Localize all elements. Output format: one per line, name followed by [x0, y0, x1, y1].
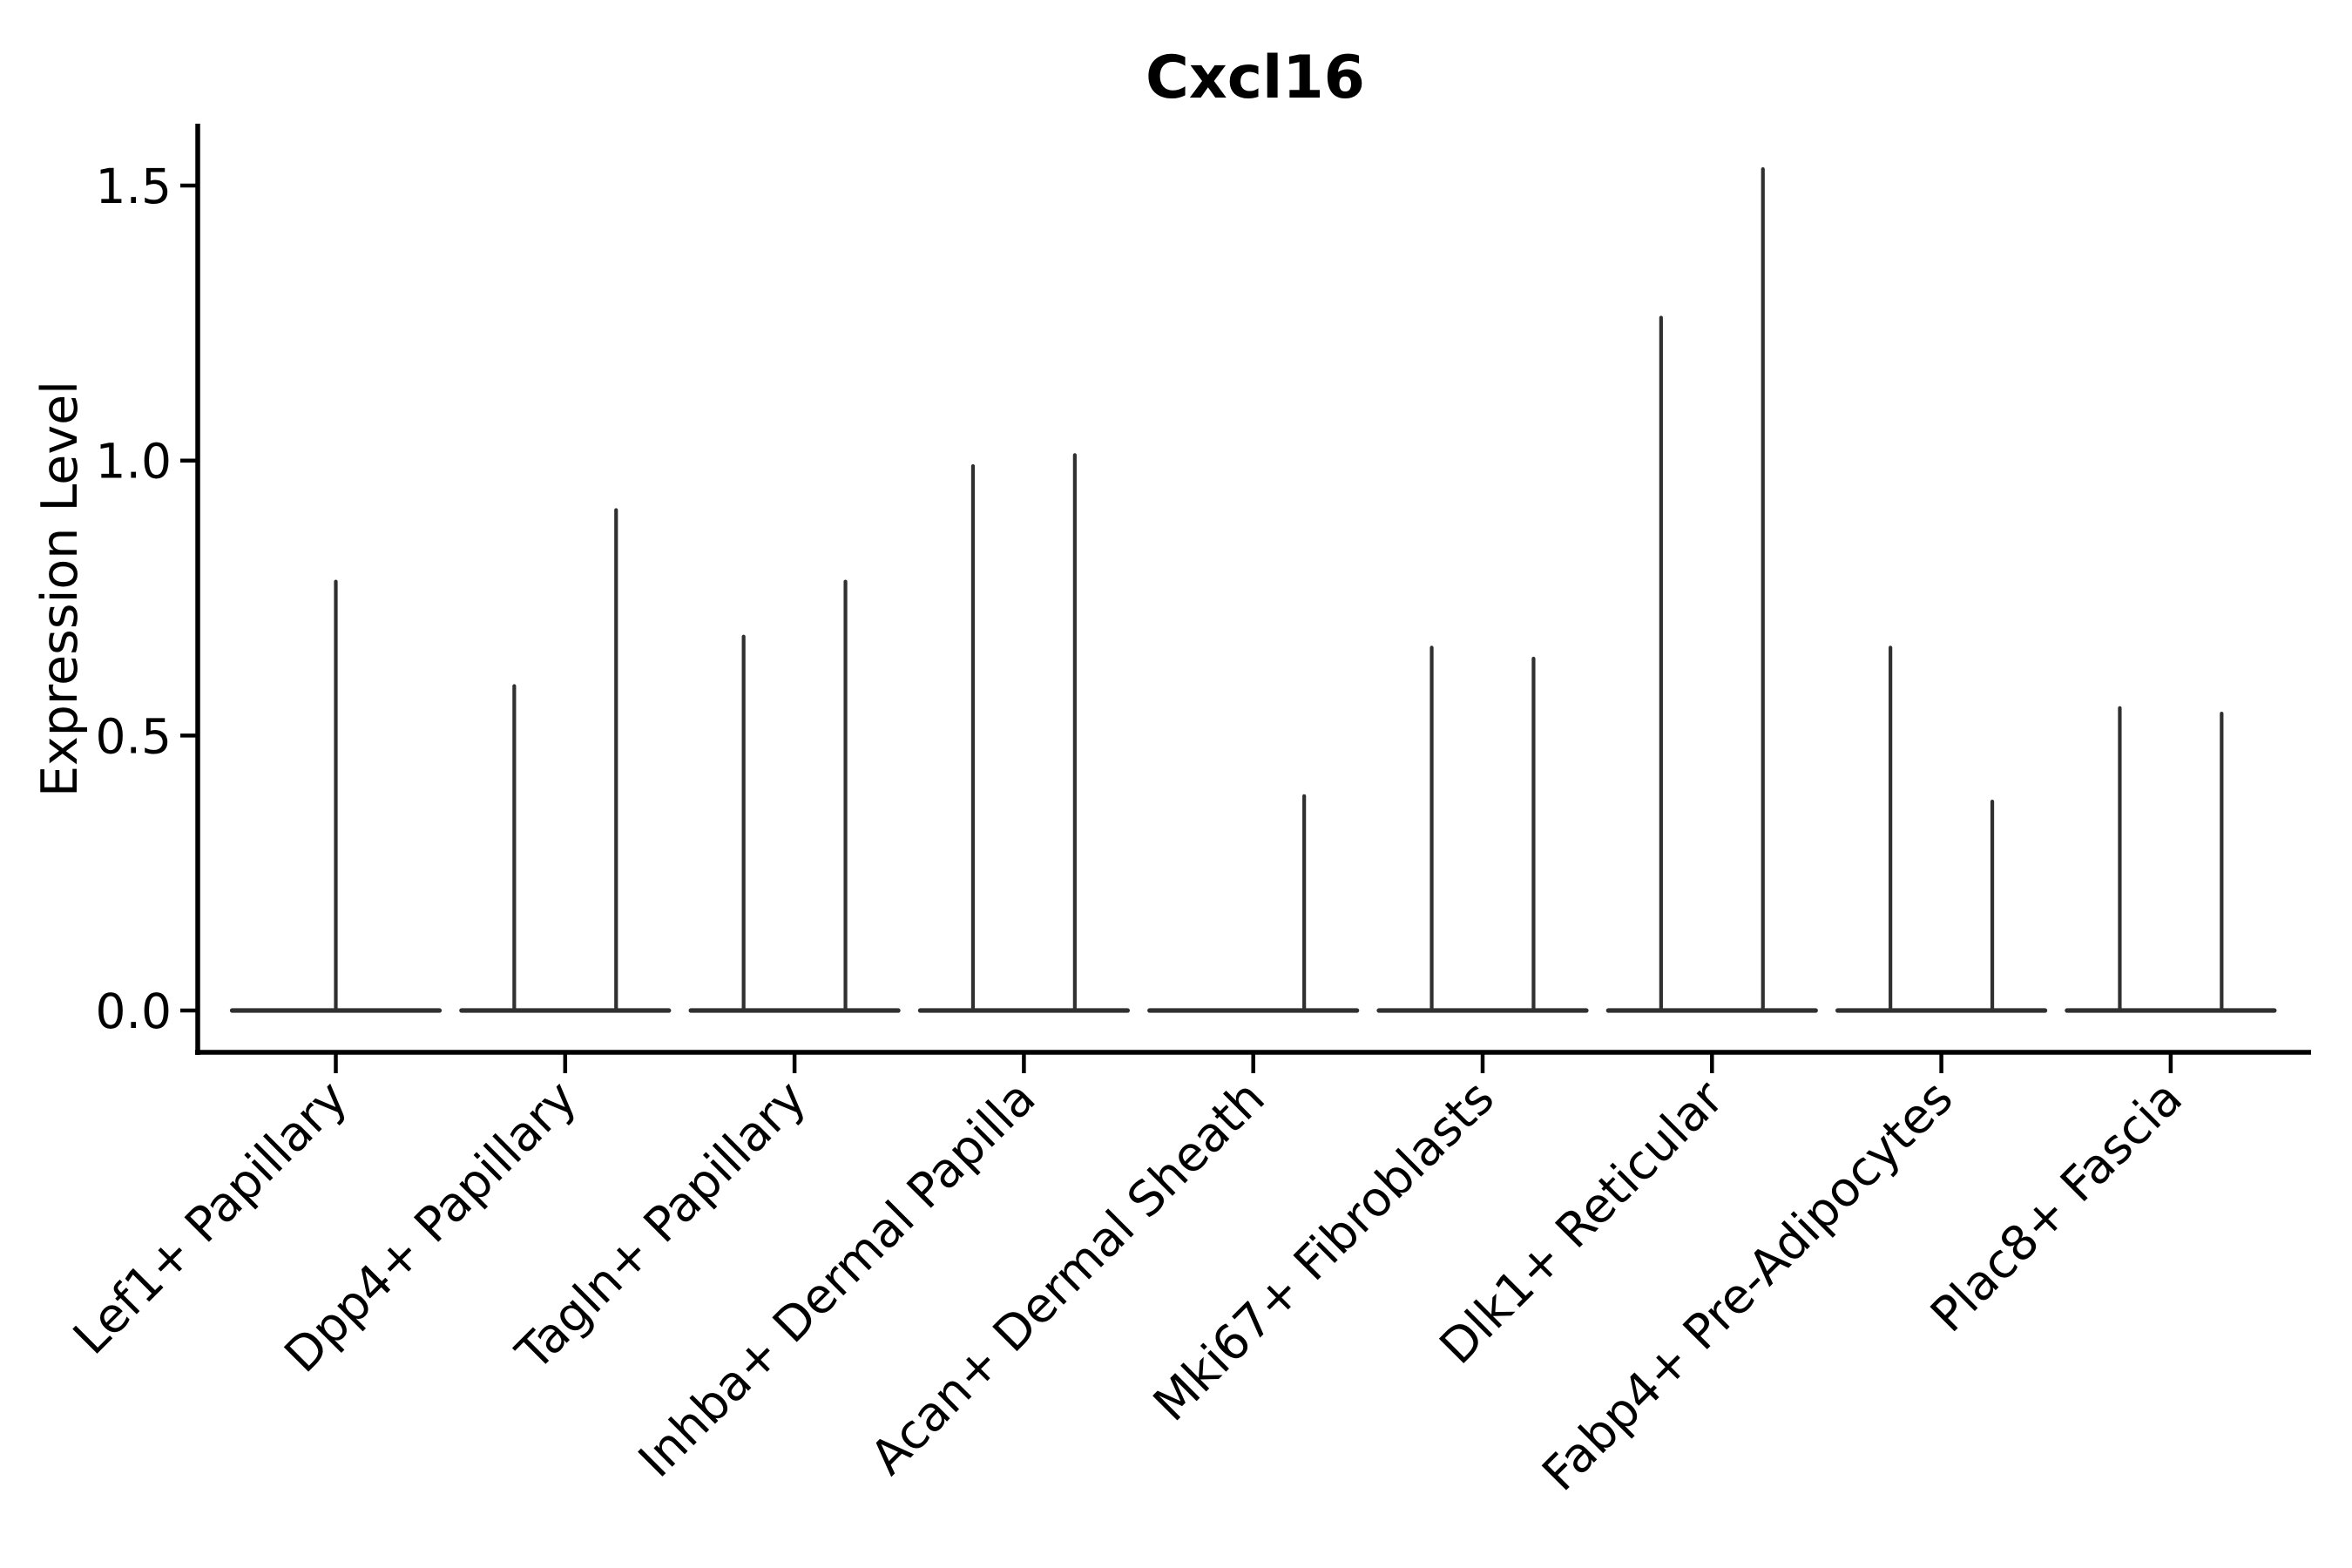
x-tick-label: Fabp4+ Pre-Adipocytes [1531, 1070, 1963, 1502]
y-tick-label: 0.0 [96, 983, 172, 1039]
violins-layer [229, 167, 2277, 1013]
y-ticks-layer: 0.0 0.5 1.0 1.5 [96, 159, 198, 1039]
x-tick-label: Acan+ Dermal Sheath [860, 1070, 1275, 1485]
y-axis-label: Expression Level [31, 381, 89, 797]
y-tick-label: 1.5 [96, 159, 172, 214]
y-tick-label: 1.0 [96, 434, 172, 490]
chart-title: Cxcl16 [1146, 44, 1365, 112]
y-tick-label: 0.5 [96, 708, 172, 764]
x-tick-label: Inhba+ Dermal Papilla [628, 1070, 1046, 1488]
